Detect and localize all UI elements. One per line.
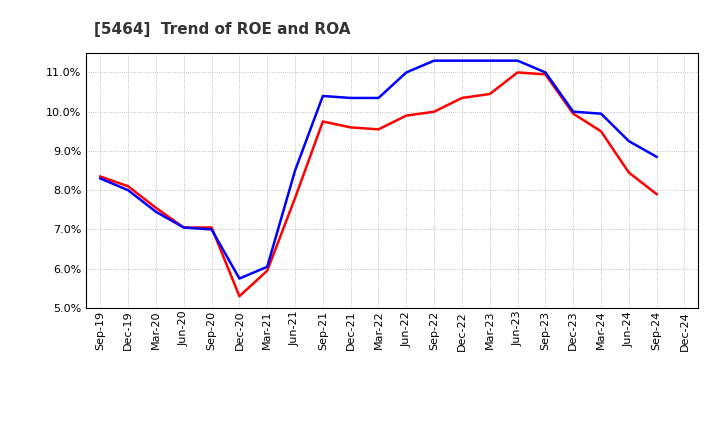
ROA bbox=[430, 58, 438, 63]
ROA bbox=[458, 58, 467, 63]
ROE bbox=[207, 225, 216, 230]
ROA bbox=[318, 93, 327, 99]
ROE bbox=[96, 174, 104, 179]
ROE bbox=[235, 293, 243, 299]
ROE bbox=[318, 119, 327, 124]
ROA bbox=[513, 58, 522, 63]
Text: [5464]  Trend of ROE and ROA: [5464] Trend of ROE and ROA bbox=[94, 22, 350, 37]
ROE bbox=[152, 205, 161, 210]
ROA bbox=[124, 187, 132, 193]
ROA bbox=[207, 227, 216, 232]
ROE bbox=[597, 128, 606, 134]
ROE bbox=[374, 127, 383, 132]
ROE bbox=[652, 191, 661, 197]
ROA bbox=[263, 264, 271, 269]
ROE bbox=[485, 92, 494, 97]
ROA bbox=[179, 225, 188, 230]
ROA bbox=[235, 276, 243, 281]
ROE bbox=[263, 268, 271, 273]
ROE bbox=[624, 170, 633, 175]
ROE bbox=[430, 109, 438, 114]
Line: ROE: ROE bbox=[100, 73, 657, 296]
ROA bbox=[374, 95, 383, 101]
ROA bbox=[402, 70, 410, 75]
ROE bbox=[291, 195, 300, 201]
ROA bbox=[652, 154, 661, 159]
ROA bbox=[96, 176, 104, 181]
ROA bbox=[597, 111, 606, 116]
ROE bbox=[458, 95, 467, 101]
ROA bbox=[152, 209, 161, 214]
ROE bbox=[402, 113, 410, 118]
ROE bbox=[179, 225, 188, 230]
ROA bbox=[624, 139, 633, 144]
Line: ROA: ROA bbox=[100, 61, 657, 279]
ROA bbox=[346, 95, 355, 101]
ROE bbox=[569, 111, 577, 116]
ROA bbox=[541, 70, 550, 75]
ROA bbox=[485, 58, 494, 63]
ROE bbox=[541, 72, 550, 77]
ROE bbox=[124, 183, 132, 189]
ROA bbox=[569, 109, 577, 114]
ROE bbox=[513, 70, 522, 75]
ROA bbox=[291, 168, 300, 173]
ROE bbox=[346, 125, 355, 130]
